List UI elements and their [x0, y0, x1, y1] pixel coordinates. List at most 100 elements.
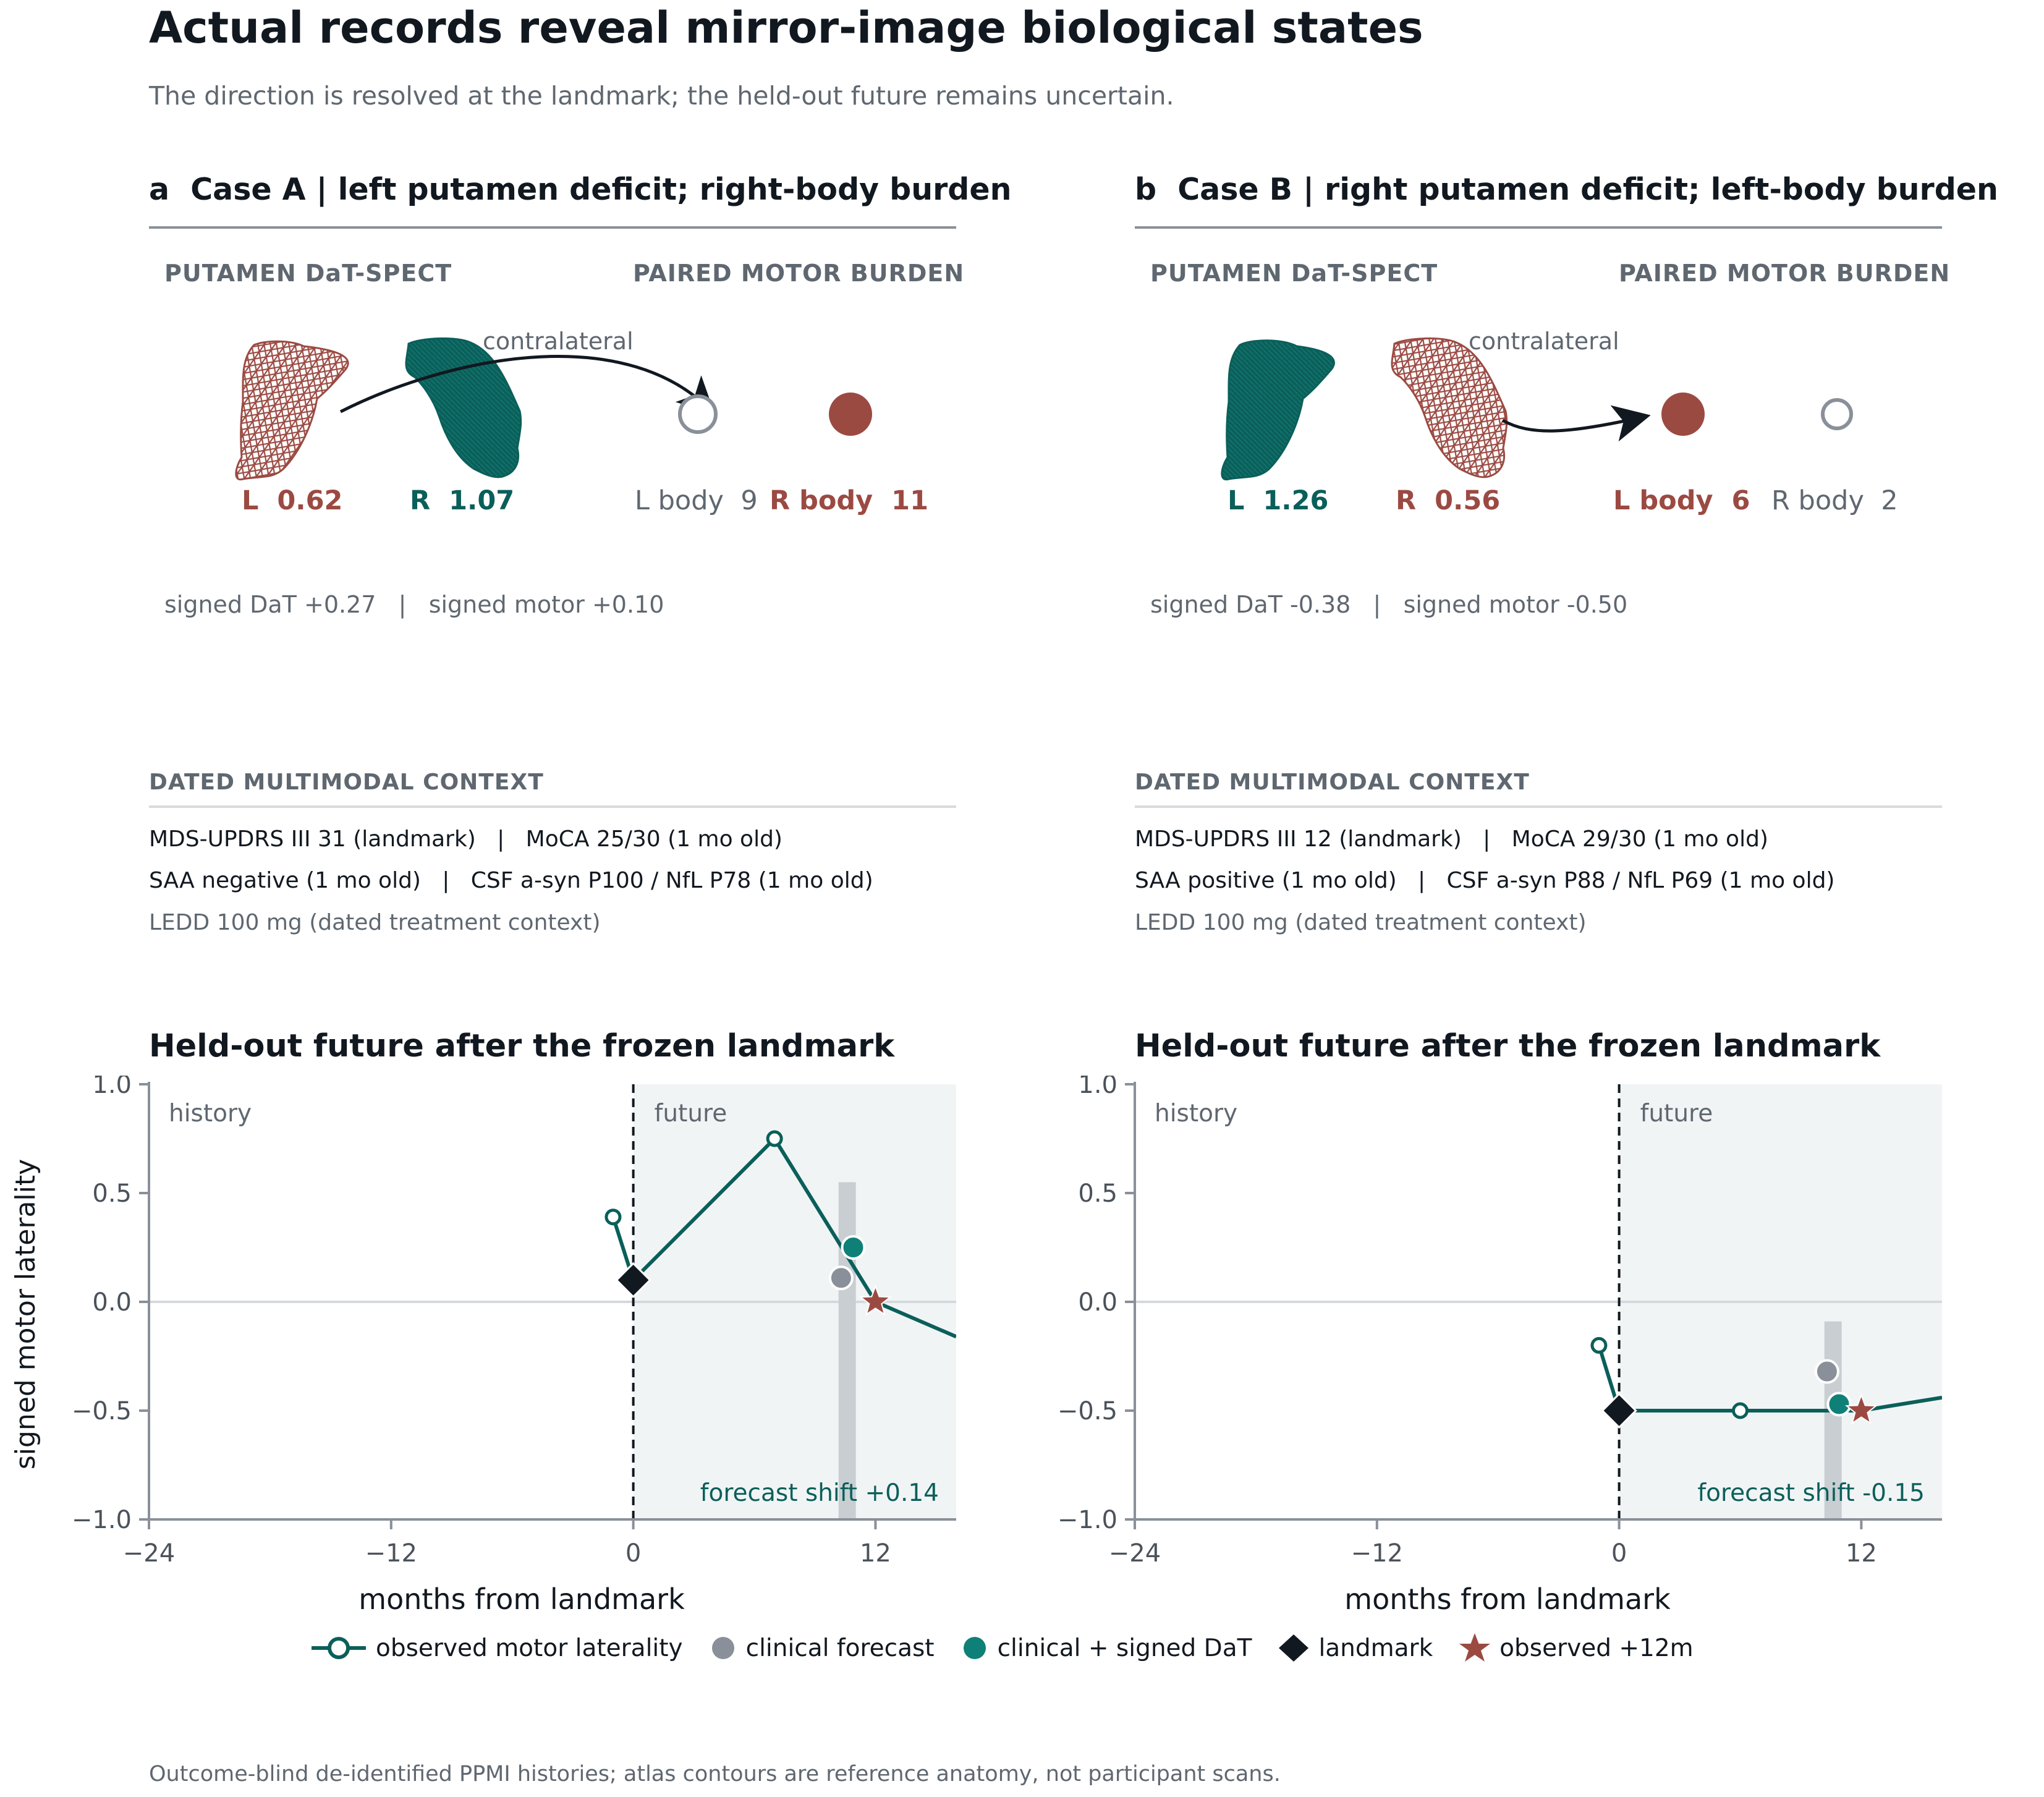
x-tick-label: −12 — [1351, 1539, 1403, 1568]
panel-a-rule — [149, 226, 956, 229]
panel-a-context-line3: LEDD 100 mg (dated treatment context) — [149, 910, 601, 935]
forecast-shift-label: forecast shift +0.14 — [700, 1479, 939, 1507]
panel-b-signed-summary: signed DaT -0.38 | signed motor -0.50 — [1150, 591, 1628, 618]
x-tick-label: 12 — [1846, 1539, 1877, 1568]
landmark-point — [615, 1262, 651, 1298]
observed-point — [1590, 1336, 1608, 1354]
legend-clinical-label: clinical forecast — [745, 1634, 935, 1662]
right-body-marker — [829, 393, 872, 436]
legend-landmark-diamond-icon — [1279, 1634, 1309, 1662]
contralateral-label: contralateral — [483, 328, 634, 355]
main-subtitle: The direction is resolved at the landmar… — [149, 81, 1174, 111]
y-tick-label: 0.0 — [1078, 1288, 1117, 1317]
left-body-marker — [678, 394, 718, 434]
panel-b-letter: b — [1135, 172, 1157, 207]
main-title: Actual records reveal mirror-image biolo… — [149, 2, 1423, 53]
legend-item-clinical: clinical forecast — [708, 1634, 935, 1662]
landmark-point — [1601, 1392, 1637, 1429]
contralateral-arrow — [339, 355, 715, 415]
observed-point — [1732, 1402, 1749, 1419]
x-tick-label: 0 — [1611, 1539, 1627, 1568]
panel-a-title: a Case A | left putamen deficit; right-b… — [149, 172, 1012, 207]
panel-a-context-rule — [149, 805, 956, 808]
legend: observed motor laterality clinical forec… — [309, 1632, 1694, 1664]
clinical-dat-forecast-point — [1826, 1391, 1852, 1417]
forecast-shift-label: forecast shift -0.15 — [1697, 1479, 1925, 1507]
panel-a-left-body-readout: L body 9 — [635, 485, 758, 516]
contralateral-arrow — [1501, 405, 1651, 442]
legend-observed-icon — [312, 1637, 366, 1659]
observed-point — [604, 1209, 622, 1226]
panel-a-context-header: DATED MULTIMODAL CONTEXT — [149, 770, 544, 795]
chart-a-title: Held-out future after the frozen landmar… — [149, 1028, 895, 1064]
panel-a-dat-header: PUTAMEN DaT-SPECT — [164, 260, 452, 287]
right-body-marker — [1821, 398, 1853, 430]
y-tick-label: 0.5 — [92, 1179, 132, 1208]
panel-a-right-putamen-readout: R 1.07 — [410, 485, 515, 516]
panel-b-left-putamen-readout: L 1.26 — [1228, 485, 1329, 516]
chart-b: 1.0 0.5 0.0 −0.5 −1.0 −24 −12 0 12 months from la… — [1058, 1076, 1942, 1616]
panel-b-title-text: Case B | right putamen deficit; left-bod… — [1177, 172, 1998, 207]
x-tick-label: 0 — [625, 1539, 641, 1568]
panel-b-context-line3: LEDD 100 mg (dated treatment context) — [1135, 910, 1587, 935]
y-tick-label: −0.5 — [1058, 1397, 1117, 1425]
y-axis-label: signed motor laterality — [10, 1159, 41, 1469]
panel-a-motor-header: PAIRED MOTOR BURDEN — [633, 260, 965, 287]
legend-star-icon — [1459, 1633, 1491, 1662]
legend-clinical-dat-icon — [963, 1637, 986, 1659]
panel-b-context-line2: SAA positive (1 mo old) | CSF a-syn P88 … — [1135, 868, 1835, 893]
panel-b-anatomy: contralateral — [1221, 328, 1853, 481]
legend-item-landmark: landmark — [1276, 1633, 1433, 1663]
history-label: history — [169, 1100, 252, 1128]
y-tick-label: −1.0 — [1058, 1506, 1117, 1534]
left-putamen-shape — [235, 340, 349, 481]
panel-a-left-putamen-readout: L 0.62 — [242, 485, 343, 516]
legend-observed-label: observed motor laterality — [376, 1634, 683, 1662]
observed-12m-point — [1844, 1393, 1878, 1425]
panel-b-context-header: DATED MULTIMODAL CONTEXT — [1135, 770, 1530, 795]
legend-item-observed: observed motor laterality — [309, 1634, 683, 1662]
observed-12m-point — [859, 1285, 892, 1316]
contralateral-label: contralateral — [1469, 328, 1619, 355]
y-tick-label: 1.0 — [1078, 1076, 1117, 1099]
panel-a-anatomy: contralateral — [235, 328, 872, 481]
x-tick-label: −12 — [365, 1539, 417, 1568]
panel-a-title-text: Case A | left putamen deficit; right-bod… — [190, 172, 1012, 207]
x-axis-label: months from landmark — [358, 1582, 685, 1616]
panel-b-context-line1: MDS-UPDRS III 12 (landmark) | MoCA 29/30… — [1135, 826, 1768, 852]
x-tick-label: −24 — [1109, 1539, 1161, 1568]
x-axis-label: months from landmark — [1344, 1582, 1671, 1616]
right-putamen-shape — [1391, 337, 1508, 478]
panel-a-context-line1: MDS-UPDRS III 31 (landmark) | MoCA 25/30… — [149, 826, 782, 852]
clinical-dat-forecast-point — [841, 1235, 866, 1260]
legend-landmark-label: landmark — [1318, 1634, 1433, 1662]
right-putamen-shape — [405, 337, 522, 478]
panel-a-letter: a — [149, 172, 170, 207]
legend-item-observed-12m: observed +12m — [1457, 1632, 1694, 1664]
panel-a-right-body-readout: R body 11 — [770, 485, 929, 516]
chart-b-title: Held-out future after the frozen landmar… — [1135, 1028, 1881, 1064]
panel-b-right-putamen-readout: R 0.56 — [1396, 485, 1501, 516]
panel-b-title: b Case B | right putamen deficit; left-b… — [1135, 172, 1998, 207]
history-label: history — [1155, 1100, 1237, 1128]
chart-a: 1.0 0.5 0.0 −0.5 −1.0 −24 −12 0 12 months from la… — [10, 1076, 956, 1616]
forecast-band — [838, 1182, 856, 1519]
future-label: future — [1640, 1100, 1713, 1128]
clinical-forecast-point — [828, 1265, 854, 1291]
panel-b-left-body-readout: L body 6 — [1613, 485, 1750, 516]
left-body-marker — [1661, 393, 1705, 436]
panel-b-right-body-readout: R body 2 — [1771, 485, 1898, 516]
y-tick-label: 0.0 — [92, 1288, 132, 1317]
future-label: future — [655, 1100, 727, 1128]
x-tick-label: −24 — [123, 1539, 175, 1568]
legend-observed-12m-label: observed +12m — [1499, 1634, 1694, 1662]
legend-item-clinical-dat: clinical + signed DaT — [959, 1634, 1252, 1662]
panel-a-signed-summary: signed DaT +0.27 | signed motor +0.10 — [164, 591, 664, 618]
clinical-forecast-point — [1814, 1359, 1839, 1384]
y-tick-label: 1.0 — [92, 1076, 132, 1099]
left-putamen-shape — [1221, 339, 1335, 481]
y-tick-label: 0.5 — [1078, 1179, 1117, 1208]
observed-point — [766, 1130, 783, 1147]
panel-b-rule — [1135, 226, 1942, 229]
legend-clinical-dat-label: clinical + signed DaT — [997, 1634, 1252, 1662]
